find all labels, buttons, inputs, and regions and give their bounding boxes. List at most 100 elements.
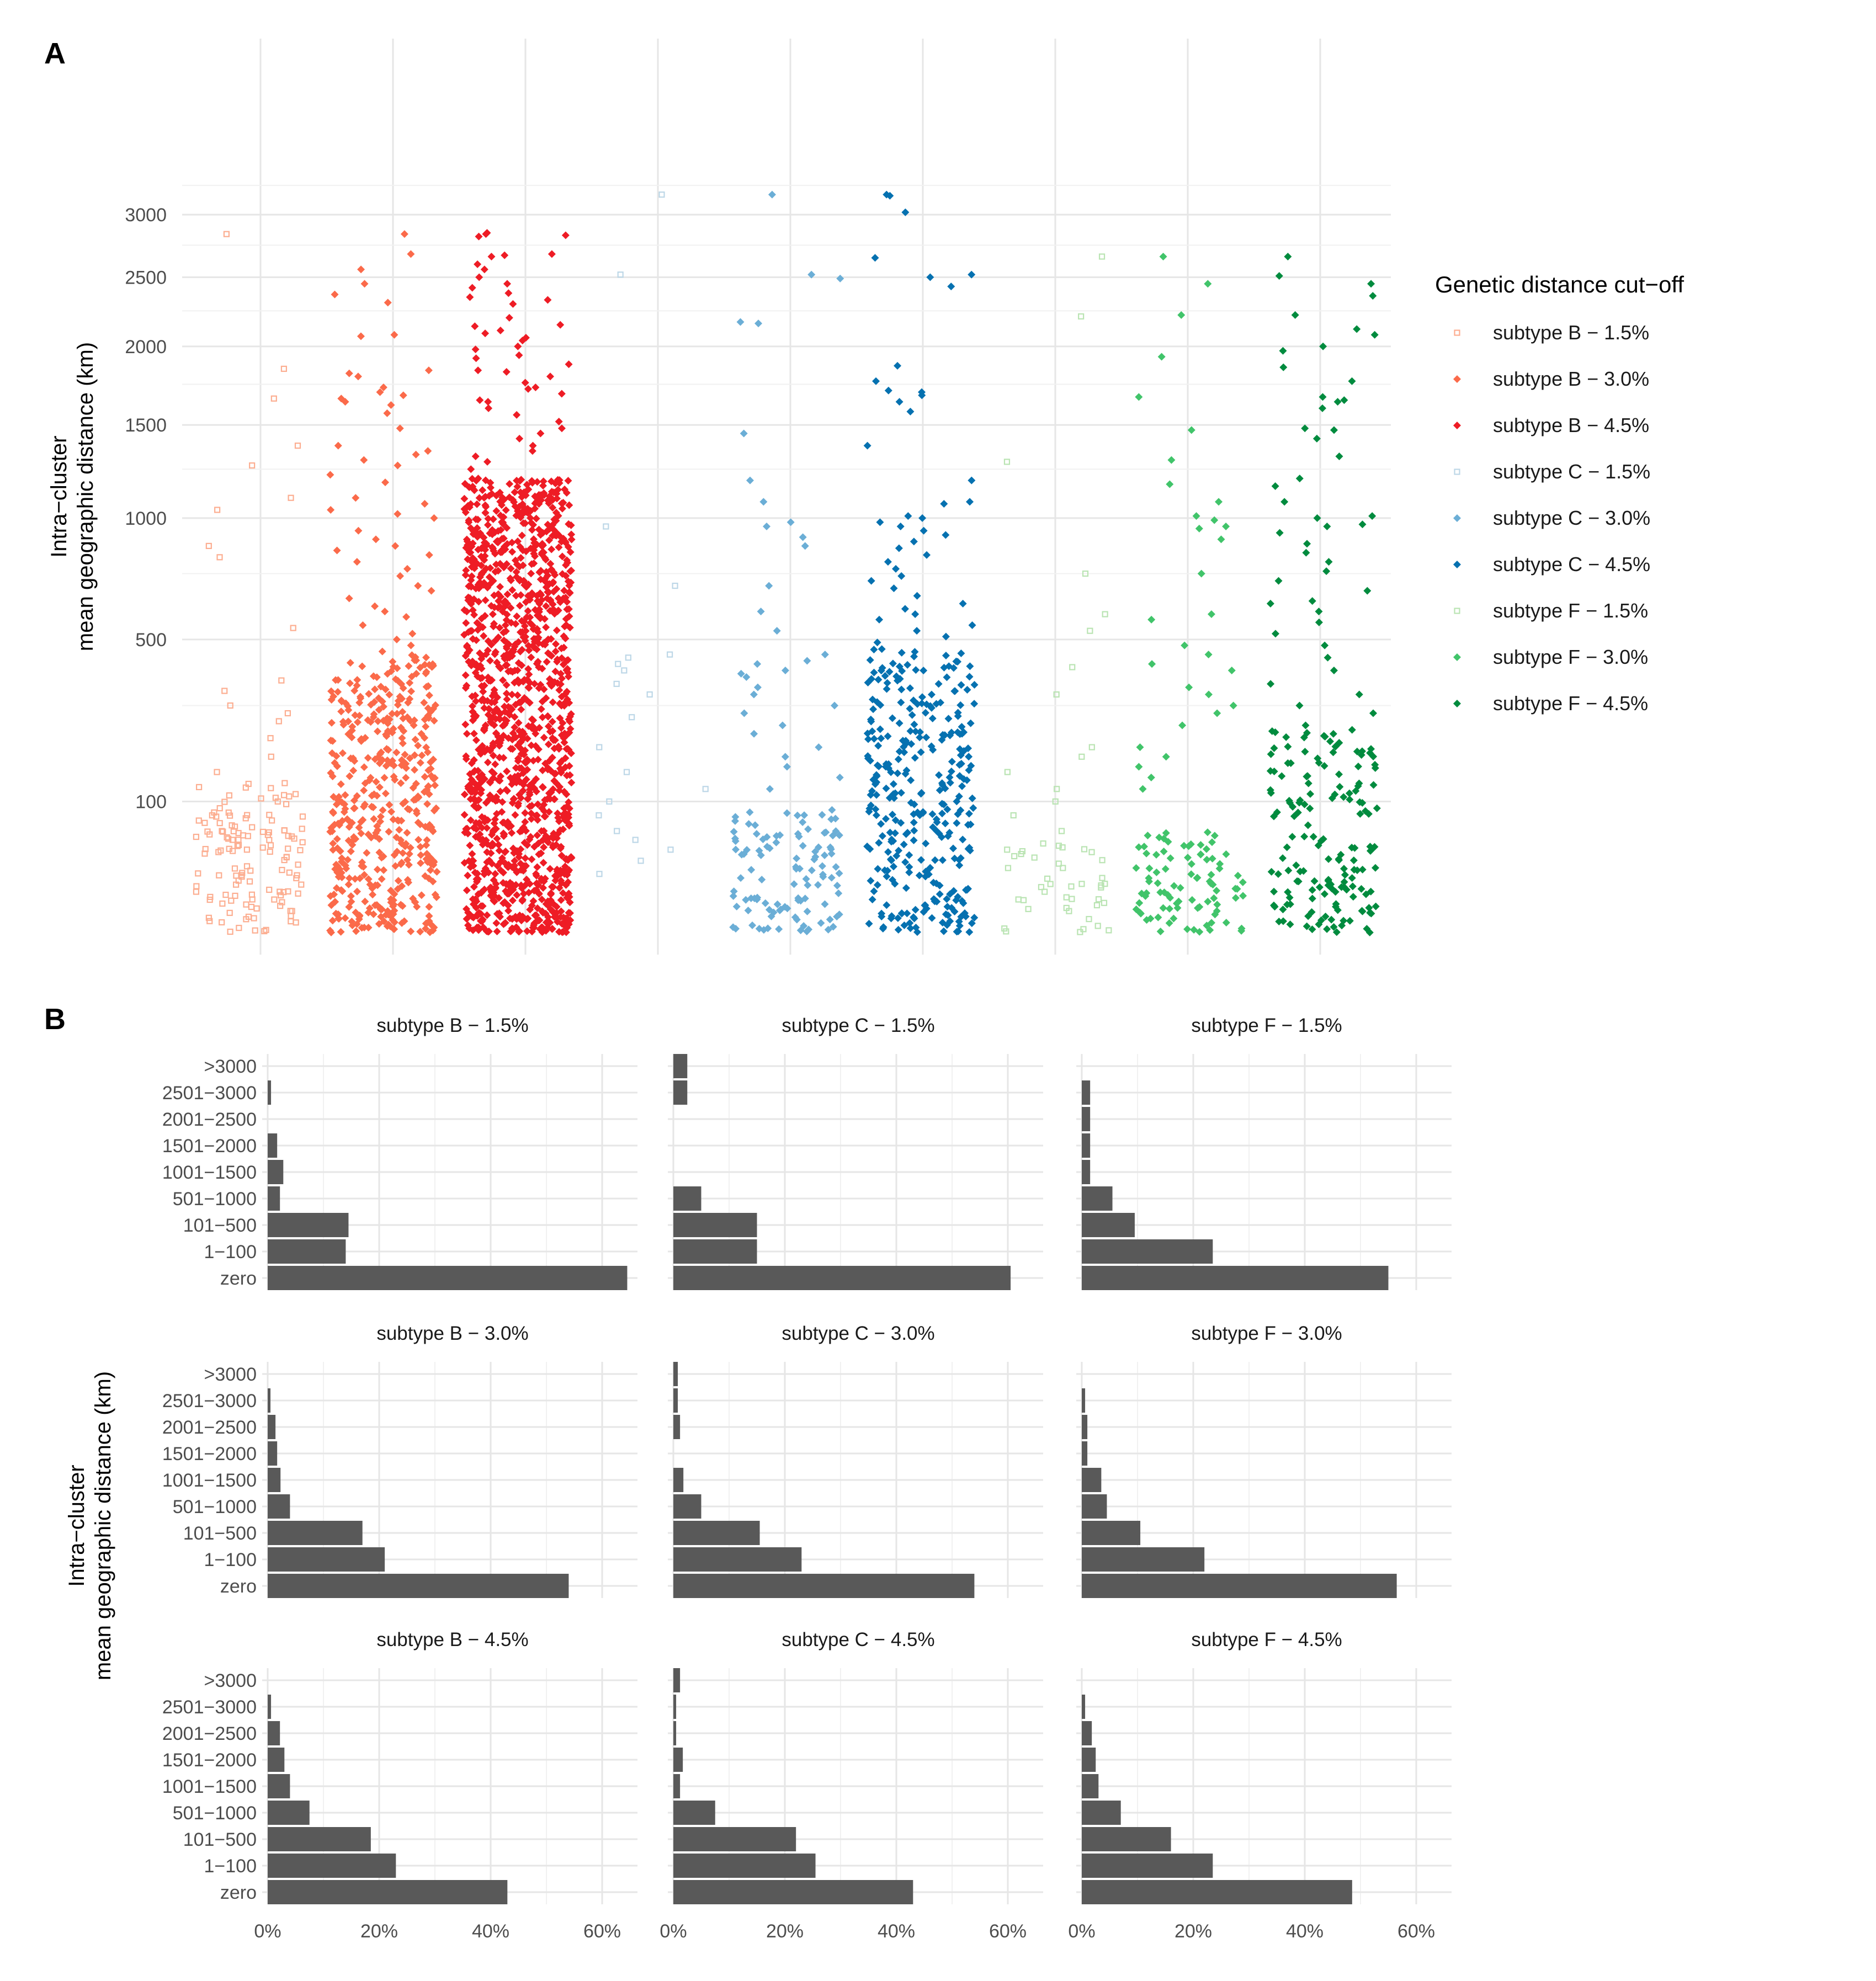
data-point — [637, 858, 644, 864]
panel-b-letter: B — [44, 1003, 66, 1036]
data-point — [523, 481, 531, 489]
data-point — [352, 835, 360, 843]
data-point — [548, 717, 556, 726]
data-point — [511, 723, 519, 731]
data-point — [903, 909, 911, 918]
data-point — [1304, 821, 1312, 829]
data-point — [885, 668, 894, 676]
data-point — [559, 813, 567, 821]
bar — [268, 1494, 290, 1519]
data-point — [1047, 881, 1054, 887]
data-point — [472, 877, 481, 886]
data-point — [885, 794, 894, 802]
data-point — [469, 778, 477, 786]
data-point — [491, 797, 499, 805]
data-point — [941, 819, 949, 828]
data-point — [376, 812, 385, 821]
data-point — [1208, 838, 1216, 846]
data-point — [416, 759, 424, 767]
data-point — [378, 647, 386, 656]
data-point — [517, 591, 525, 599]
data-point — [1031, 854, 1038, 861]
data-point — [1324, 876, 1332, 884]
data-point — [731, 817, 739, 825]
data-point — [401, 750, 409, 759]
bar — [268, 1239, 346, 1264]
data-point — [966, 846, 974, 855]
data-point — [482, 230, 490, 238]
data-point — [870, 646, 878, 654]
data-point — [549, 568, 557, 576]
data-point — [910, 720, 918, 728]
data-point — [1078, 753, 1085, 760]
data-point — [529, 779, 537, 787]
data-point — [815, 843, 823, 851]
data-point — [464, 593, 472, 601]
data-point — [502, 689, 511, 697]
data-point — [283, 801, 290, 807]
data-point — [195, 817, 202, 824]
facet-title: subtype B − 1.5% — [376, 1015, 528, 1036]
data-point — [521, 809, 529, 817]
x-tick-label: 40% — [1286, 1921, 1324, 1942]
data-point — [824, 925, 832, 934]
data-point — [1166, 480, 1174, 488]
data-point — [1279, 854, 1287, 862]
data-point — [555, 817, 563, 826]
data-point — [1053, 691, 1060, 698]
data-point — [884, 848, 892, 856]
data-point — [965, 928, 974, 936]
data-point — [515, 927, 524, 935]
data-point — [950, 687, 959, 695]
data-point — [1229, 701, 1237, 710]
data-point — [875, 839, 883, 847]
data-point — [512, 592, 520, 600]
data-point — [894, 914, 902, 922]
data-point — [828, 806, 836, 814]
data-point — [471, 322, 479, 331]
data-point — [562, 489, 571, 497]
data-point — [468, 850, 476, 858]
data-point — [557, 390, 566, 398]
data-point — [1156, 888, 1165, 897]
data-point — [952, 657, 960, 665]
data-point — [405, 662, 413, 670]
data-point — [555, 745, 563, 753]
data-point — [494, 590, 502, 598]
data-point — [565, 588, 573, 597]
data-point — [425, 912, 433, 920]
data-point — [743, 846, 751, 854]
data-point — [343, 815, 352, 823]
data-point — [1188, 896, 1196, 904]
data-point — [341, 398, 349, 406]
data-point — [1267, 750, 1275, 758]
bar — [673, 1468, 684, 1492]
data-point — [357, 829, 365, 838]
legend-key-subtype-b-1-5 — [1454, 329, 1460, 336]
data-point — [540, 843, 548, 851]
data-point — [535, 850, 543, 859]
data-point — [288, 494, 294, 501]
data-point — [1315, 883, 1324, 891]
data-point — [242, 815, 249, 822]
data-point — [401, 842, 409, 850]
data-point — [503, 590, 512, 599]
data-point — [1320, 762, 1328, 770]
data-point — [520, 633, 528, 642]
data-point — [513, 411, 521, 419]
data-point — [744, 906, 752, 914]
data-point — [357, 735, 365, 743]
data-point — [1162, 829, 1170, 837]
bar — [673, 1080, 688, 1105]
data-point — [623, 769, 630, 775]
data-point — [1239, 892, 1247, 900]
data-point — [748, 921, 757, 929]
data-point — [1271, 728, 1279, 737]
data-point — [877, 820, 885, 828]
data-point — [398, 734, 406, 742]
data-point — [807, 866, 816, 875]
data-point — [565, 762, 573, 770]
data-point — [493, 928, 501, 936]
data-point — [470, 712, 478, 721]
data-point — [236, 924, 242, 931]
